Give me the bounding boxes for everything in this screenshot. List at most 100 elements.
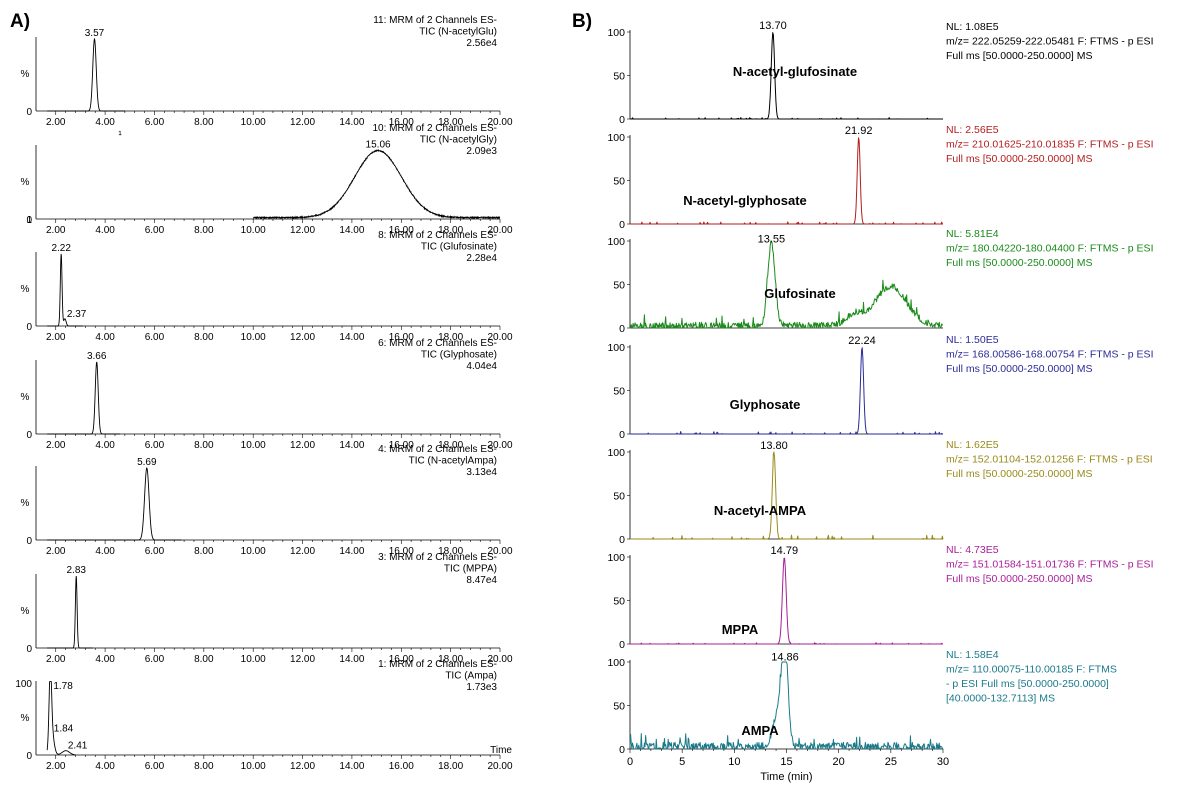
x-tick-label: 6.00	[145, 332, 165, 343]
y-tick-label: 0	[26, 430, 32, 441]
trace-header-line: 2.28e4	[466, 253, 497, 264]
x-tick-label: 18.00	[438, 332, 463, 343]
panel-b-trace-4: 0 50 100 22.24 Glyphosate NL: 1.50E5 m/z= 168.…	[607, 334, 1153, 441]
x-tick-label: 10.00	[241, 546, 266, 557]
panel-a-trace-6: 3: MRM of 2 Channels ES-TIC (MPPA)8.47e4…	[21, 552, 513, 665]
peak-label: 21.92	[845, 125, 873, 137]
x-tick-label: 14.00	[339, 654, 364, 665]
x-tick-label: 25	[885, 756, 897, 768]
panel-a-chromatograms: 11: MRM of 2 Channels ES-TIC (N-acetylGl…	[15, 15, 513, 772]
x-tick-label: 16.00	[389, 332, 414, 343]
scan-info-line: NL: 4.73E5	[946, 544, 999, 556]
x-tick-label: 8.00	[194, 761, 214, 772]
x-tick-label: 4.00	[95, 440, 115, 451]
panel-a-trace-4: 6: MRM of 2 Channels ES-TIC (Glyphosate)…	[21, 338, 513, 451]
scan-info-line: m/z= 168.00586-168.00754 F: FTMS - p ESI	[946, 349, 1153, 361]
peak-label: 1.84	[54, 723, 74, 734]
chromatogram-trace	[47, 37, 125, 112]
x-tick-label: 0	[627, 756, 633, 768]
y-tick-label: 100	[607, 447, 625, 459]
y-axis-label: %	[21, 177, 30, 188]
chromatogram-trace	[47, 253, 83, 327]
y-axis-label: %	[21, 69, 30, 80]
scan-info-line: Full ms [50.0000-250.0000] MS	[946, 257, 1093, 269]
x-tick-label: 4.00	[95, 546, 115, 557]
x-tick-label: 2.00	[46, 546, 66, 557]
peak-label: 13.55	[758, 233, 786, 245]
x-tick-label: 12.00	[290, 117, 315, 128]
panel-a-trace-5: 4: MRM of 2 Channels ES-TIC (N-acetylAmp…	[21, 444, 513, 557]
chromatogram-trace	[46, 681, 76, 756]
x-tick-label: 16.00	[389, 546, 414, 557]
x-tick-label: 2.00	[46, 761, 66, 772]
trace-header-line: TIC (MPPA)	[444, 564, 497, 575]
x-tick-label: 12.00	[290, 761, 315, 772]
x-tick-label: 14.00	[339, 440, 364, 451]
y-tick-label: 0	[26, 107, 32, 118]
peak-label: 2.22	[51, 243, 71, 254]
trace-header-line: TIC (N-acetylAmpa)	[409, 456, 497, 467]
panel-a-trace-7: 1: MRM of 2 Channels ES-TIC (Ampa)1.73e3…	[15, 659, 513, 772]
x-tick-label: 12.00	[290, 440, 315, 451]
trace-header-line: 1.73e3	[466, 682, 497, 693]
chromatogram-trace	[47, 467, 182, 541]
x-tick-label: 2.00	[46, 332, 66, 343]
x-tick-label: 10	[728, 756, 740, 768]
trace-header-line: 4.04e4	[466, 361, 497, 372]
chromatogram-trace	[630, 137, 943, 225]
x-tick-label: 6.00	[145, 225, 165, 236]
x-tick-label: 14.00	[339, 225, 364, 236]
trace-header-line: TIC (Glyphosate)	[421, 350, 497, 361]
x-tick-label: 2.00	[46, 117, 66, 128]
panel-b-label: B)	[572, 11, 592, 32]
x-tick-label: 6.00	[145, 117, 165, 128]
panel-b-trace-2: 0 50 100 21.92 N-acetyl-glyphosate NL: 2.56E5…	[607, 124, 1153, 231]
compound-name: MPPA	[722, 622, 759, 637]
scan-info-line: Full ms [50.0000-250.0000] MS	[946, 468, 1093, 480]
x-tick-label: 16.00	[389, 654, 414, 665]
x-tick-label: 20.00	[487, 440, 512, 451]
scan-info-line: NL: 1.58E4	[946, 649, 999, 661]
panel-b-trace-6: 0 50 100 14.79 MPPA NL: 4.73E5 m/z= 151.01584-…	[607, 544, 1153, 651]
x-tick-label: 18.00	[438, 440, 463, 451]
x-tick-label: 2.00	[46, 440, 66, 451]
y-tick-label: 0	[619, 114, 625, 126]
x-tick-label: 18.00	[438, 761, 463, 772]
chromatogram-trace	[253, 148, 501, 220]
x-tick-label: 10.00	[241, 654, 266, 665]
y-tick-label: 0	[619, 534, 625, 546]
scan-info-line: - p ESI Full ms [50.0000-250.0000]	[946, 678, 1109, 690]
trace-header-line: 11: MRM of 2 Channels ES-	[373, 15, 497, 26]
x-tick-label: 4.00	[95, 332, 115, 343]
scan-info-line: m/z= 151.01584-151.01736 F: FTMS - p ESI	[946, 559, 1153, 571]
y-axis-label: %	[21, 284, 30, 295]
compound-name: N-acetyl-glufosinate	[733, 64, 857, 79]
chromatogram-trace	[630, 557, 943, 645]
x-tick-label: 18.00	[438, 654, 463, 665]
peak-label: 1.78	[53, 681, 73, 692]
scan-info-line: m/z= 222.05259-222.05481 F: FTMS - p ESI	[946, 36, 1153, 48]
x-tick-label: 15	[780, 756, 792, 768]
x-tick-label: 12.00	[290, 225, 315, 236]
x-axis-label: Time	[490, 745, 512, 756]
y-tick-label: 0	[619, 219, 625, 231]
compound-name: Glyphosate	[730, 397, 801, 412]
compound-name: N-acetyl-AMPA	[714, 503, 807, 518]
scan-info-line: m/z= 210.01625-210.01835 F: FTMS - p ESI	[946, 139, 1153, 151]
x-tick-label: 8.00	[194, 654, 214, 665]
y-axis-label: %	[21, 606, 30, 617]
scan-info-line: m/z= 110.00075-110.00185 F: FTMS	[946, 664, 1117, 676]
peak-label: 14.79	[771, 545, 799, 557]
x-tick-label: 4.00	[95, 761, 115, 772]
peak-label: 22.24	[848, 335, 876, 347]
y-tick-label: 0	[26, 644, 32, 655]
panel-b-trace-3: 0 50 100 13.55 Glufosinate NL: 5.81E4 m/z= 180…	[607, 228, 1153, 335]
scan-info-line: NL: 2.56E5	[946, 124, 999, 136]
trace-header-line: TIC (N-acetylGlu)	[419, 27, 497, 38]
x-tick-label: 18.00	[438, 546, 463, 557]
scan-info-line: NL: 1.62E5	[946, 439, 999, 451]
peak-label: 2.37	[67, 309, 87, 320]
trace-header-line: 8.47e4	[466, 575, 497, 586]
trace-header-line: 8: MRM of 2 Channels ES-	[378, 230, 497, 241]
